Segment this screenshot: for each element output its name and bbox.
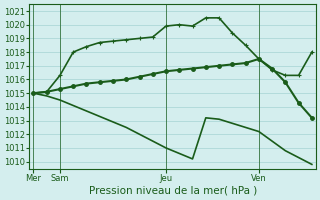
X-axis label: Pression niveau de la mer( hPa ): Pression niveau de la mer( hPa ) [89, 186, 257, 196]
